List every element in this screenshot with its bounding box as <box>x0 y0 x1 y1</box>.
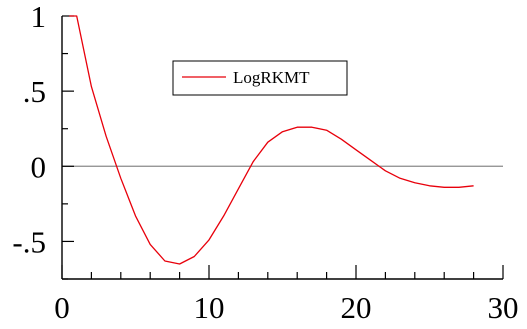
x-tick-label: 10 <box>194 290 225 325</box>
plot-area: 0 10 20 30 1.50-.5 <box>12 0 518 325</box>
x-ticks: 0 10 20 30 <box>54 265 519 325</box>
series-line <box>69 15 474 265</box>
legend-label: LogRKMT <box>233 68 310 87</box>
x-tick-label: 30 <box>488 290 519 325</box>
y-tick-label: 1 <box>31 0 47 34</box>
y-ticks: 1 .5 0 -.5 <box>12 0 74 280</box>
legend-box <box>172 60 348 96</box>
y-tick-label: 0 <box>31 149 47 184</box>
legend: LogRKMT <box>172 60 348 96</box>
series-layer <box>69 15 474 265</box>
x-tick-label: 0 <box>54 290 70 325</box>
x-tick-label: 20 <box>341 290 372 325</box>
y-tick-label: .5 <box>23 74 46 109</box>
y-tick-label: -.5 <box>12 224 46 259</box>
